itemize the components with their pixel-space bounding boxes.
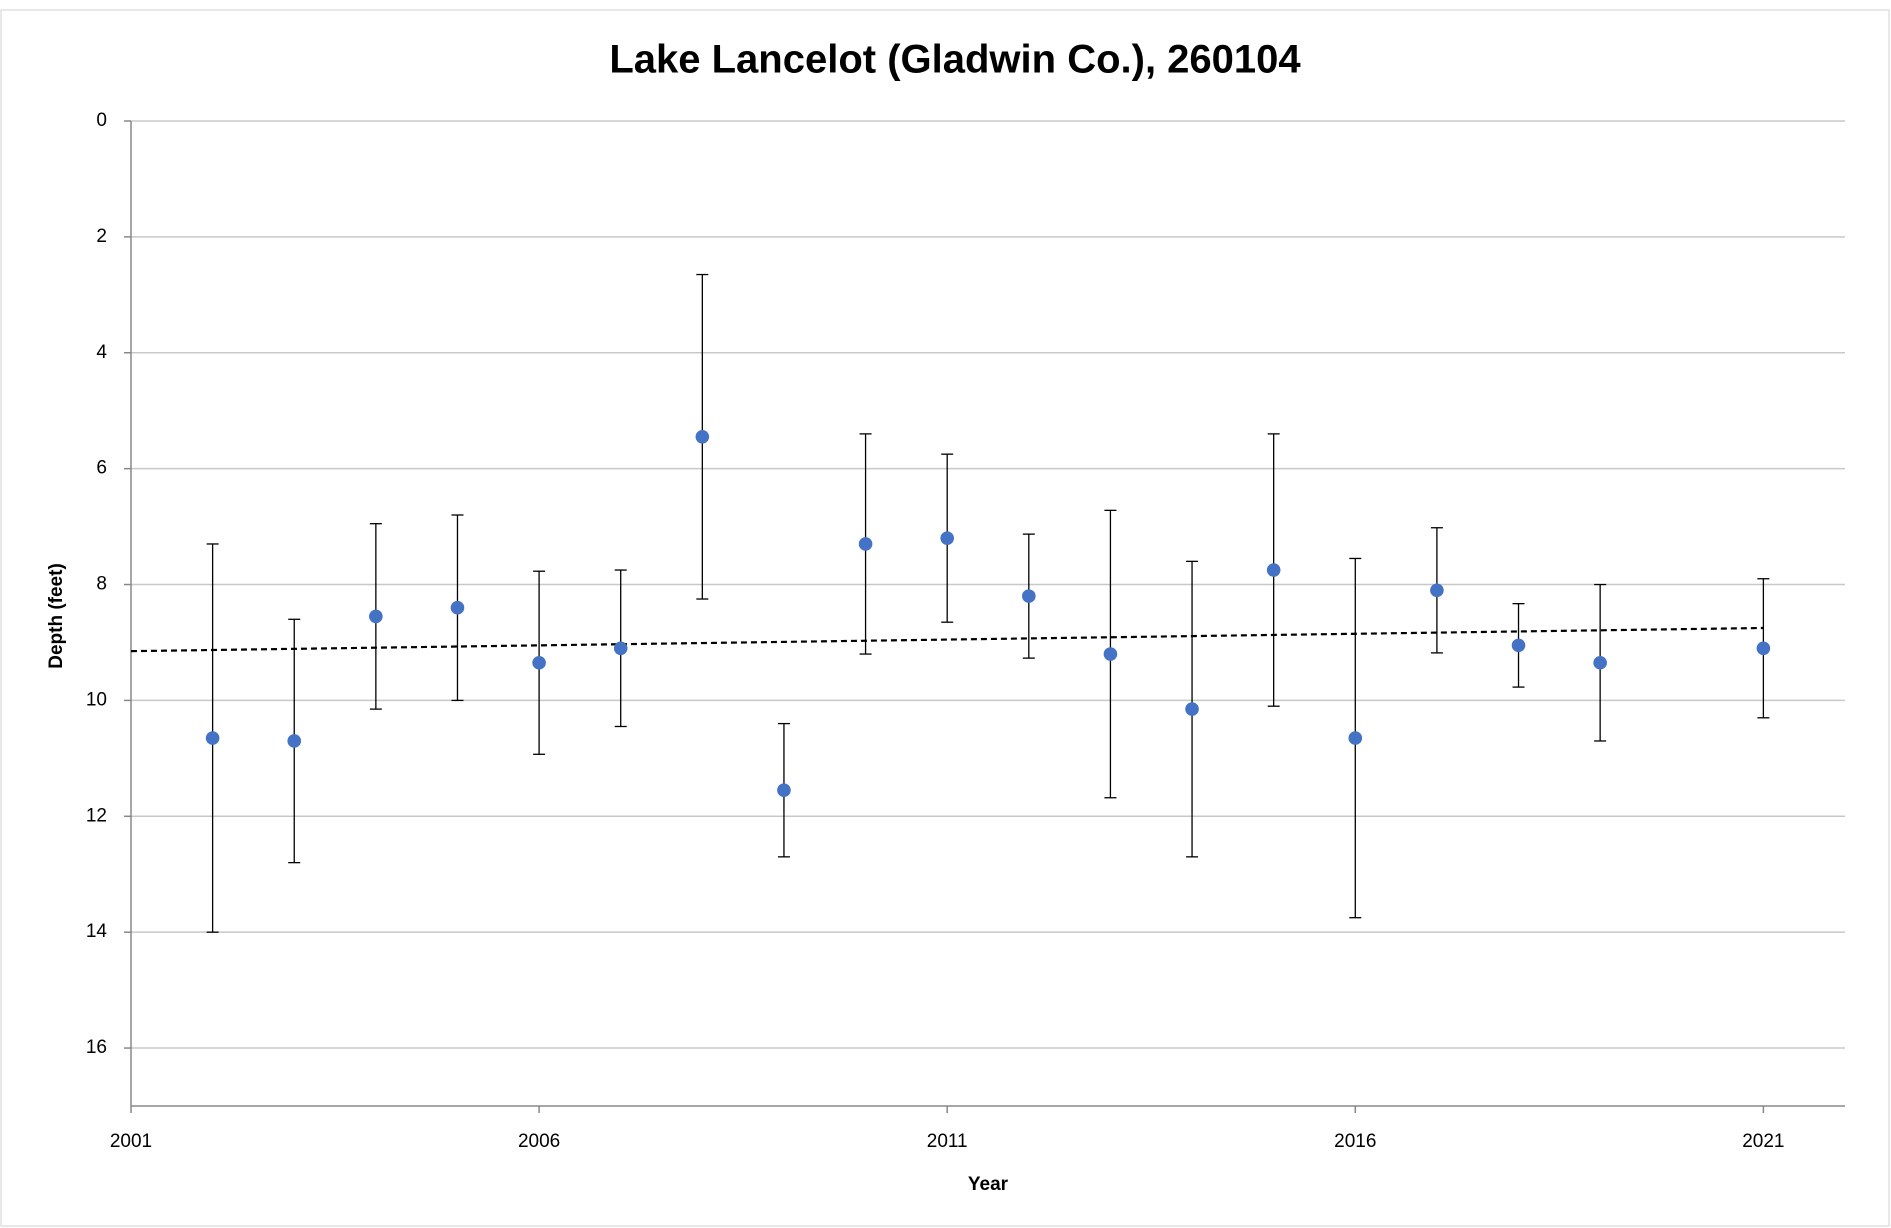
y-tick-label: 8 [96, 574, 107, 595]
trendline [130, 626, 1764, 653]
point [613, 641, 628, 656]
y-tick-label: 4 [96, 342, 107, 363]
point [205, 731, 220, 745]
y-tick-label: 14 [86, 921, 108, 942]
point [858, 537, 873, 551]
y-tick-label: 16 [86, 1037, 107, 1058]
point [1103, 647, 1118, 661]
point [450, 600, 465, 615]
point [777, 783, 791, 798]
y-tick-label: 12 [86, 805, 107, 826]
point [369, 609, 383, 624]
chart-title: Lake Lancelot (Gladwin Co.), 260104 [609, 38, 1301, 82]
y-axis-label: Depth (feet) [46, 563, 67, 669]
point [1022, 589, 1036, 603]
chart-border [0, 9, 1890, 1227]
point [1511, 638, 1526, 653]
point [1756, 641, 1771, 656]
y-tick-label: 0 [96, 110, 107, 131]
point [532, 655, 546, 670]
point [1266, 563, 1281, 577]
point [940, 531, 954, 545]
x-tick-label: 2021 [1742, 1131, 1784, 1152]
x-tick-label: 2016 [1334, 1131, 1376, 1152]
point [1185, 702, 1199, 716]
x-tick-label: 2001 [110, 1131, 152, 1152]
point [1430, 583, 1444, 598]
point [695, 429, 710, 444]
y-tick-label: 6 [96, 458, 107, 479]
y-tick-label: 10 [86, 689, 107, 710]
x-axis-label: Year [968, 1174, 1009, 1195]
point [1348, 731, 1363, 745]
point [1593, 655, 1607, 670]
y-tick-label: 2 [96, 226, 107, 247]
x-tick-label: 2006 [518, 1131, 560, 1152]
point [287, 734, 302, 748]
x-tick-label: 2011 [927, 1131, 968, 1152]
